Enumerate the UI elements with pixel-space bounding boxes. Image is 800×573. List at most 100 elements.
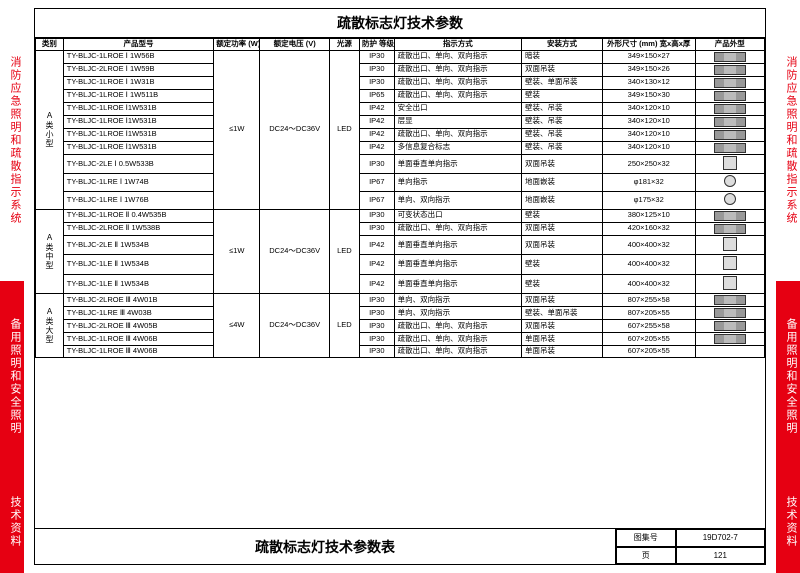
cell-power: ≤4W	[214, 294, 260, 358]
cell-ins: 双面吊装	[521, 235, 602, 255]
cell-icon	[695, 320, 764, 333]
cell-ind: 单向、双向指示	[394, 294, 521, 307]
table-row: TY-BLJC-2LROE Ⅱ 1W538BIP30疏散出口、单向、双向指示双面…	[36, 222, 765, 235]
col-dim: 外形尺寸 (mm) 宽x高x厚	[602, 39, 695, 51]
table-row: TY-BLJC-1LROE Ⅰ 1W31BIP30疏散出口、单向、双向指示壁装、…	[36, 76, 765, 89]
cell-dim: φ175×32	[602, 191, 695, 209]
cell-icon	[695, 307, 764, 320]
table-row: TY-BLJC-1LROE Ⅲ 4W06BIP30疏散出口、单向、双向指示单面吊…	[36, 346, 765, 358]
table-row: TY-BLJC-1LE Ⅱ 1W534BIP42单面垂直单向指示壁装400×40…	[36, 274, 765, 294]
cell-ins: 双面吊装	[521, 320, 602, 333]
cell-ins: 单面吊装	[521, 346, 602, 358]
cell-ip: IP30	[359, 154, 394, 174]
side-text-2r: 备用照明和安全照明	[776, 281, 800, 472]
cell-voltage: DC24～DC36V	[260, 50, 329, 209]
cell-voltage: DC24～DC36V	[260, 294, 329, 358]
cell-dim: 400×400×32	[602, 255, 695, 275]
cat-cell: A类中型	[36, 209, 64, 294]
table-row: A类大型TY-BLJC-2LROE Ⅲ 4W01B≤4WDC24～DC36VLE…	[36, 294, 765, 307]
cell-ind: 疏散出口、单向、双向指示	[394, 128, 521, 141]
cell-ip: IP30	[359, 346, 394, 358]
cell-dim: 340×120×10	[602, 128, 695, 141]
cell-ins: 地面嵌装	[521, 191, 602, 209]
col-power: 额定功率 (W)	[214, 39, 260, 51]
cell-ins: 壁装	[521, 89, 602, 102]
cell-dim: 607×205×55	[602, 346, 695, 358]
table-row: A类中型TY-BLJC-1LROE Ⅱ 0.4W535B≤1WDC24～DC36…	[36, 209, 765, 222]
cell-model: TY-BLJC-2LE Ⅰ 0.5W533B	[63, 154, 213, 174]
col-indicate: 指示方式	[394, 39, 521, 51]
spec-table: 类别 产品型号 额定功率 (W) 额定电压 (V) 光源 防护 等级 指示方式 …	[35, 38, 765, 358]
col-light: 光源	[329, 39, 359, 51]
cell-dim: 250×250×32	[602, 154, 695, 174]
cell-model: TY-BLJC-2LROE Ⅲ 4W01B	[63, 294, 213, 307]
cell-ind: 单向、双向指示	[394, 191, 521, 209]
table-row: TY-BLJC-1LRE Ⅰ 1W74BIP67单向指示地面嵌装φ181×32	[36, 174, 765, 192]
cell-light: LED	[329, 209, 359, 294]
cell-ins: 壁装、吊装	[521, 102, 602, 115]
cell-icon	[695, 346, 764, 358]
table-row: TY-BLJC-1LE Ⅱ 1W534BIP42单面垂直单向指示壁装400×40…	[36, 255, 765, 275]
cell-icon	[695, 76, 764, 89]
cell-ip: IP67	[359, 174, 394, 192]
page-label: 页	[616, 547, 676, 565]
table-row: TY-BLJC-1LRE Ⅰ 1W76BIP67单向、双向指示地面嵌装φ175×…	[36, 191, 765, 209]
cell-ins: 壁装、单面吊装	[521, 307, 602, 320]
cell-icon	[695, 235, 764, 255]
cell-model: TY-BLJC-1LROE Ⅱ 0.4W535B	[63, 209, 213, 222]
side-text-1: 消防应急照明和疏散指示系统	[0, 0, 24, 281]
cell-ind: 单面垂直单向指示	[394, 235, 521, 255]
cell-ins: 壁装、单面吊装	[521, 76, 602, 89]
cell-model: TY-BLJC-1LROE Ⅲ 4W06B	[63, 346, 213, 358]
cell-ins: 双面吊装	[521, 294, 602, 307]
cell-model: TY-BLJC-2LROE Ⅲ 4W05B	[63, 320, 213, 333]
cell-ip: IP30	[359, 333, 394, 346]
cell-power: ≤1W	[214, 209, 260, 294]
cell-model: TY-BLJC-2LE Ⅱ 1W534B	[63, 235, 213, 255]
col-model: 产品型号	[63, 39, 213, 51]
cell-ind: 单向、双向指示	[394, 307, 521, 320]
col-cat: 类别	[36, 39, 64, 51]
cell-model: TY-BLJC-1LROE Ⅲ 4W06B	[63, 333, 213, 346]
cell-dim: 340×130×12	[602, 76, 695, 89]
cell-dim: 349×150×26	[602, 63, 695, 76]
footer-title: 疏散标志灯技术参数表	[35, 529, 615, 564]
cell-model: TY-BLJC-2LROE Ⅱ 1W538B	[63, 222, 213, 235]
cell-ip: IP30	[359, 63, 394, 76]
cell-model: TY-BLJC-1LRE Ⅲ 4W03B	[63, 307, 213, 320]
table-row: TY-BLJC-1LROE Ⅰ1W531BIP42层显壁装、吊装340×120×…	[36, 115, 765, 128]
cell-ip: IP65	[359, 89, 394, 102]
cell-icon	[695, 294, 764, 307]
cell-ind: 疏散出口、单向、双向指示	[394, 333, 521, 346]
cell-model: TY-BLJC-1LROE Ⅰ1W531B	[63, 102, 213, 115]
side-text-1r: 消防应急照明和疏散指示系统	[776, 0, 800, 281]
table-row: TY-BLJC-1LROE Ⅰ1W531BIP42安全出口壁装、吊装340×12…	[36, 102, 765, 115]
cell-ip: IP30	[359, 222, 394, 235]
cell-ins: 壁装、吊装	[521, 141, 602, 154]
cell-dim: 349×150×30	[602, 89, 695, 102]
cell-model: TY-BLJC-1LROE Ⅰ1W531B	[63, 141, 213, 154]
cell-icon	[695, 154, 764, 174]
table-row: TY-BLJC-1LRE Ⅲ 4W03BIP30单向、双向指示壁装、单面吊装80…	[36, 307, 765, 320]
cell-model: TY-BLJC-2LROE Ⅰ 1W59B	[63, 63, 213, 76]
cell-power: ≤1W	[214, 50, 260, 209]
table-row: TY-BLJC-1LROE Ⅲ 4W06B IP30疏散出口、单向、双向指示单面吊…	[36, 333, 765, 346]
cell-dim: 349×150×27	[602, 50, 695, 63]
cell-ip: IP42	[359, 102, 394, 115]
cell-dim: 400×400×32	[602, 235, 695, 255]
cell-ins: 壁装、吊装	[521, 128, 602, 141]
table-row: TY-BLJC-2LROE Ⅰ 1W59BIP30疏散出口、单向、双向指示双面吊…	[36, 63, 765, 76]
cell-ip: IP42	[359, 115, 394, 128]
table-row: TY-BLJC-1LROE Ⅰ1W531BIP42疏散出口、单向、双向指示壁装、…	[36, 128, 765, 141]
cell-ins: 双面吊装	[521, 222, 602, 235]
cell-voltage: DC24～DC36V	[260, 209, 329, 294]
cell-ins: 单面吊装	[521, 333, 602, 346]
cell-ind: 疏散出口、单向、双向指示	[394, 76, 521, 89]
cell-dim: 807×205×55	[602, 307, 695, 320]
cell-ip: IP30	[359, 294, 394, 307]
cell-icon	[695, 191, 764, 209]
side-text-3: 技术资料	[0, 472, 24, 573]
cell-ins: 双面吊装	[521, 154, 602, 174]
table-row: TY-BLJC-2LROE Ⅲ 4W05BIP30疏散出口、单向、双向指示双面吊…	[36, 320, 765, 333]
table-row: A类小型TY-BLJC-1LROE Ⅰ 1W56B≤1WDC24～DC36VLE…	[36, 50, 765, 63]
